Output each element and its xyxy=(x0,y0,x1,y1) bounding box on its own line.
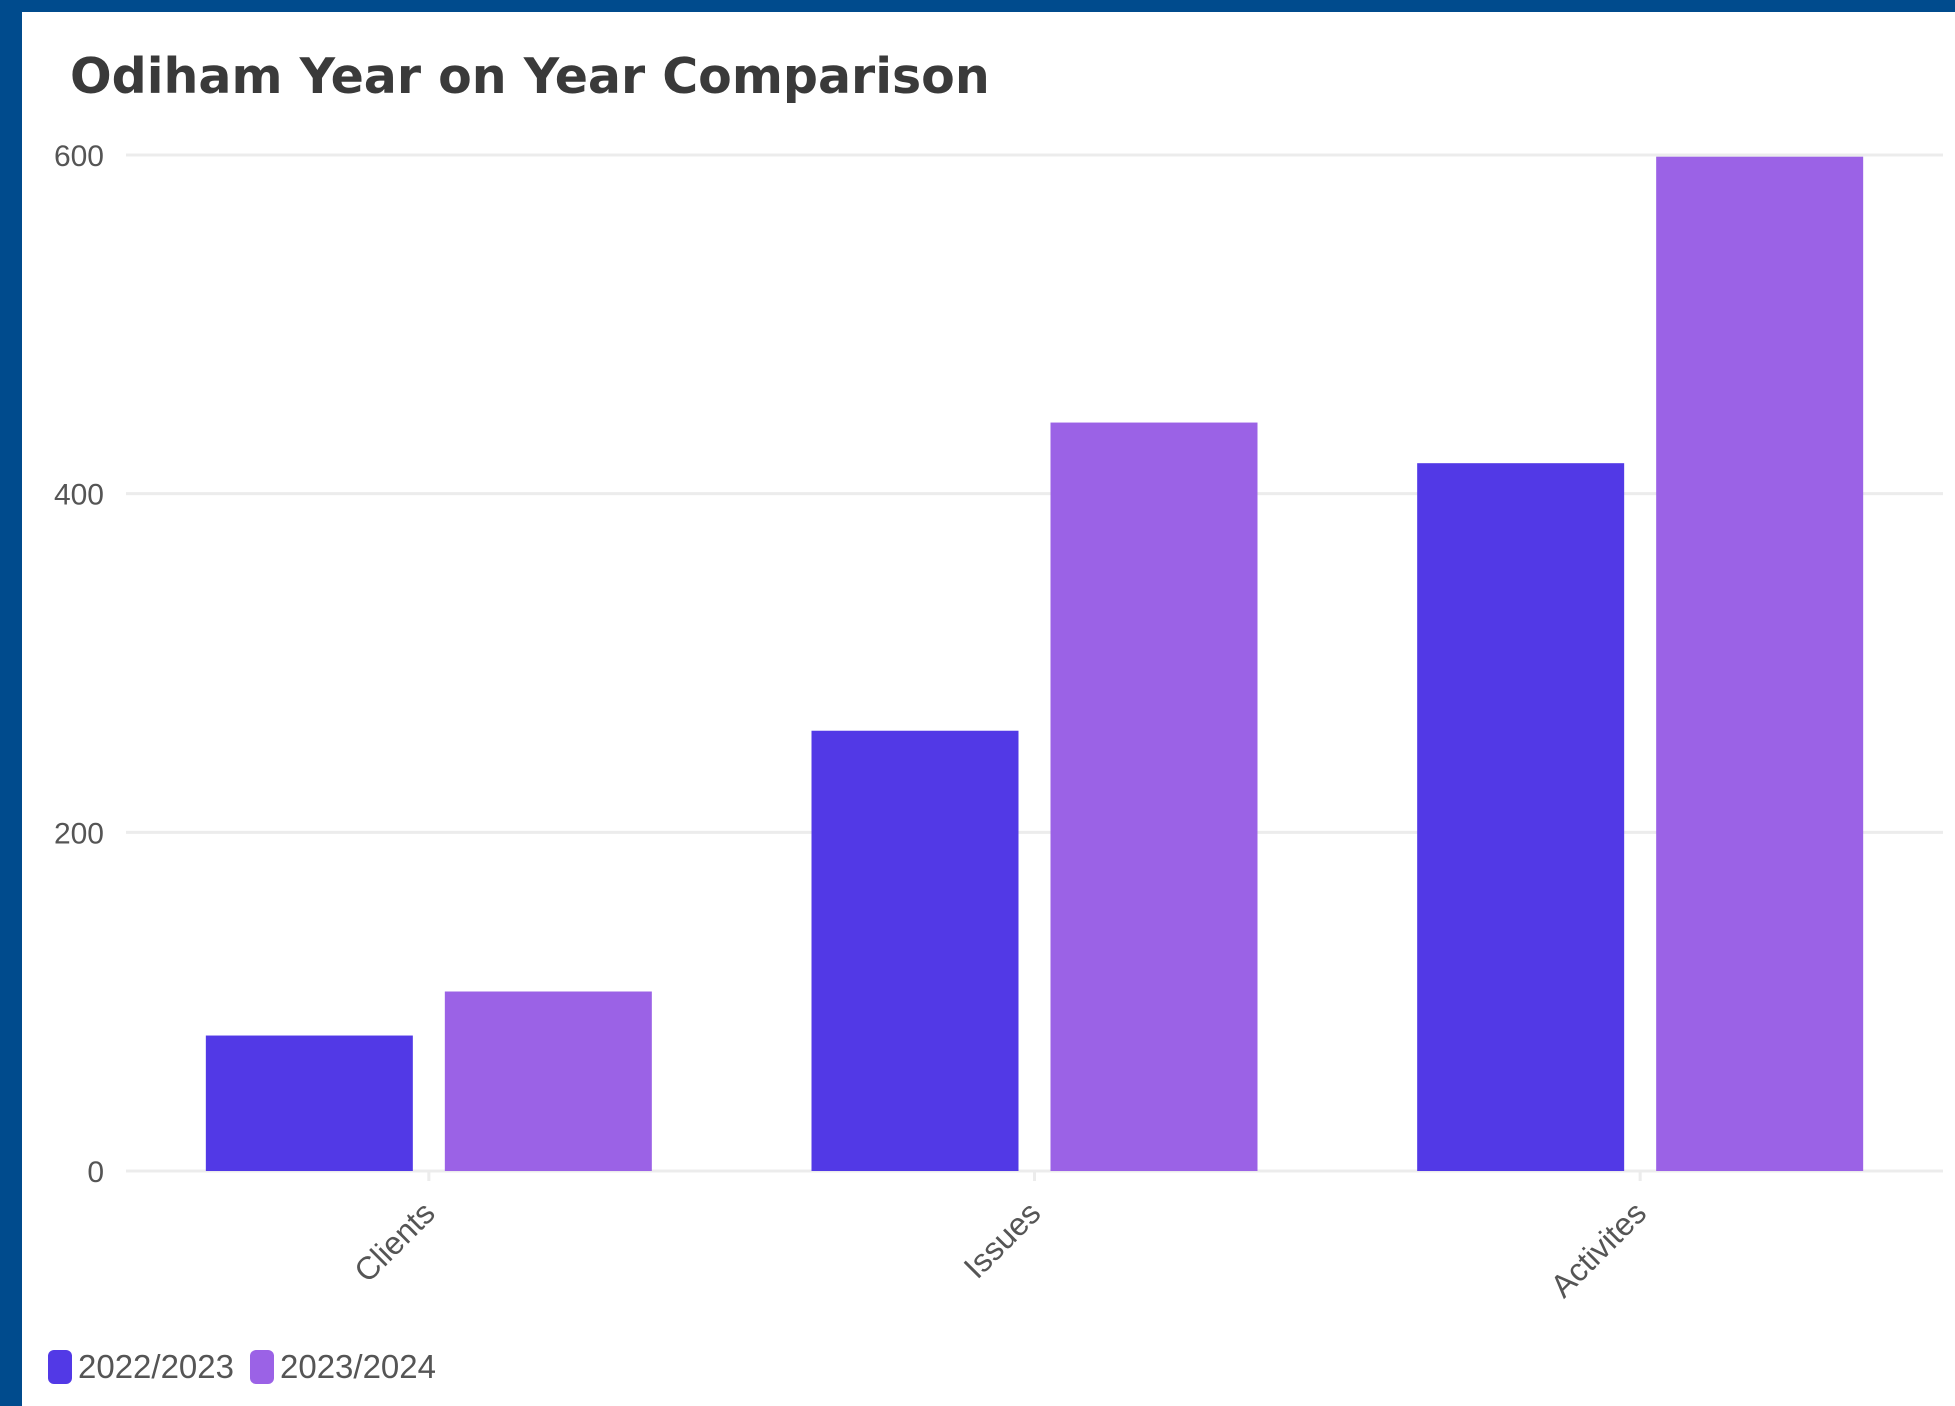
legend-item-series-1[interactable]: 2022/2023 xyxy=(48,1348,234,1386)
legend-swatch-series-2 xyxy=(250,1350,274,1384)
chart-legend: 2022/2023 2023/2024 xyxy=(48,1348,452,1386)
legend-label-series-1: 2022/2023 xyxy=(78,1348,234,1386)
legend-item-series-2[interactable]: 2023/2024 xyxy=(250,1348,436,1386)
bar-clients-series-2 xyxy=(445,992,652,1171)
y-tick-label: 200 xyxy=(54,817,104,850)
bar-issues-series-1 xyxy=(812,731,1019,1171)
legend-swatch-series-1 xyxy=(48,1350,72,1384)
bar-issues-series-2 xyxy=(1051,423,1258,1171)
bar-chart: 0 200 400 600 Clients Issues Activites xyxy=(22,12,1955,1406)
y-tick-label: 600 xyxy=(54,140,104,173)
x-tick-label: Issues xyxy=(957,1194,1048,1285)
legend-label-series-2: 2023/2024 xyxy=(280,1348,436,1386)
bar-clients-series-1 xyxy=(206,1036,413,1171)
y-tick-label: 0 xyxy=(87,1156,104,1189)
x-tick-label: Activites xyxy=(1543,1194,1653,1304)
chart-card: Odiham Year on Year Comparison 0 200 400 60… xyxy=(22,12,1955,1406)
y-tick-label: 400 xyxy=(54,479,104,512)
bar-activites-series-1 xyxy=(1417,463,1624,1171)
x-tick-label: Clients xyxy=(347,1194,442,1289)
bar-activites-series-2 xyxy=(1656,157,1863,1171)
